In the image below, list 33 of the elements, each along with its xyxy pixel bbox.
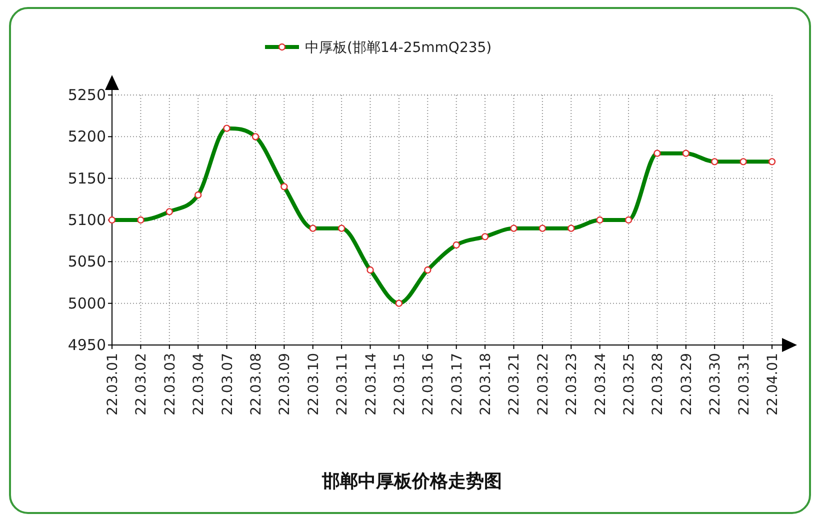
x-tick-label: 22.03.11 (334, 353, 351, 416)
text: 邯郸中厚板价格走势图 (321, 471, 502, 492)
y-tick-label: 5200 (68, 128, 106, 146)
x-tick-label: 22.03.03 (162, 353, 178, 416)
x-tick-label: 22.03.09 (277, 353, 294, 416)
y-tick-label: 5100 (68, 211, 106, 229)
x-tick-label: 22.03.22 (535, 353, 552, 416)
x-tick-label: 22.03.14 (363, 352, 380, 416)
x-tick-label: 22.03.23 (564, 353, 580, 416)
x-tick-label: 22.03.25 (622, 353, 638, 416)
x-tick-label: 22.03.16 (420, 352, 437, 416)
x-tick-label: 22.03.21 (506, 353, 523, 416)
x-tick-label: 22.03.15 (392, 353, 408, 416)
y-tick-label: 5050 (68, 252, 106, 271)
x-tick-label: 22.03.28 (650, 353, 666, 416)
x-tick-label: 22.03.01 (105, 353, 121, 416)
x-tick-label: 22.03.31 (736, 353, 752, 416)
x-tick-label: 22.04.01 (765, 353, 781, 416)
x-tick-label: 22.03.10 (306, 353, 322, 416)
x-tick-label: 22.03.07 (220, 353, 236, 416)
x-tick-label: 22.03.24 (592, 352, 609, 416)
y-tick-label: 4950 (68, 336, 106, 354)
y-tick-label: 5000 (68, 294, 106, 312)
x-tick-label: 22.03.30 (708, 353, 724, 416)
x-tick-label: 22.03.04 (191, 352, 208, 416)
x-tick-label: 22.03.02 (134, 353, 150, 416)
y-tick-label: 5250 (68, 86, 106, 104)
x-tick-label: 22.03.29 (678, 353, 695, 416)
y-tick-label: 5150 (68, 169, 106, 188)
x-tick-label: 22.03.08 (248, 353, 264, 416)
x-tick-label: 22.03.17 (449, 353, 466, 416)
legend-label: 中厚板(邯郸14-25mmQ235) (305, 40, 492, 56)
x-tick-label: 22.03.18 (478, 353, 494, 416)
